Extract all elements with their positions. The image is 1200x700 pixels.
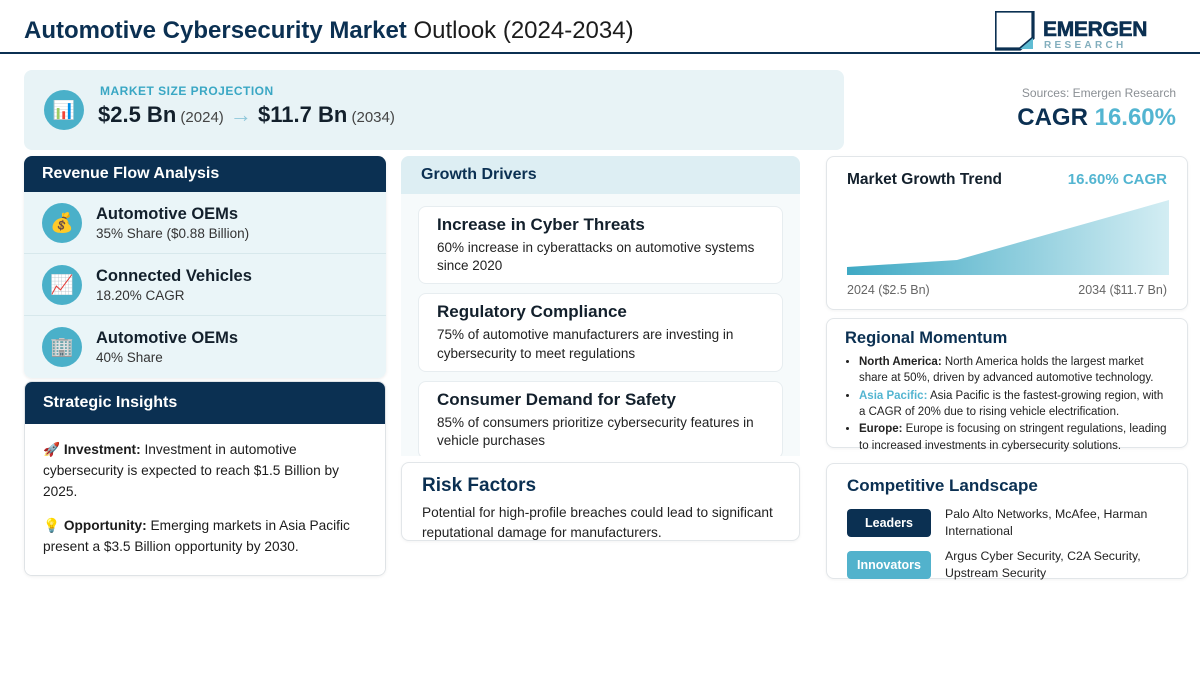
svg-text:EMERGEN: EMERGEN xyxy=(1043,18,1147,41)
svg-text:RESEARCH: RESEARCH xyxy=(1044,40,1127,51)
